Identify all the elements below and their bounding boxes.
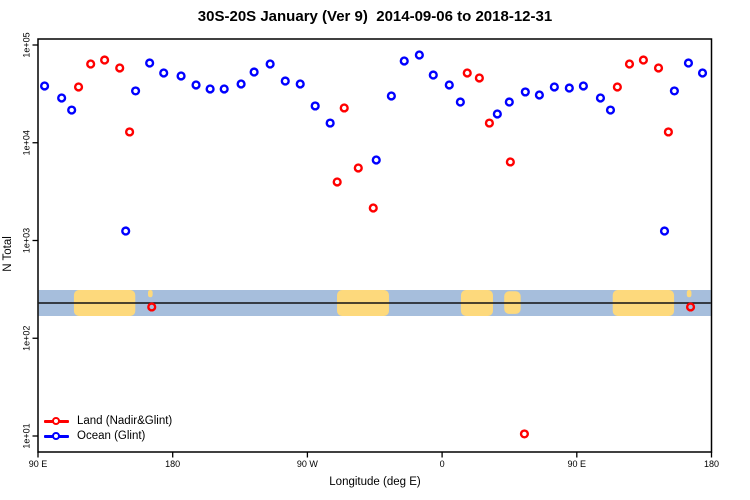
map-strip-land-new-caledonia (148, 290, 153, 298)
point-ocean (683, 58, 694, 68)
point-land (653, 63, 664, 73)
point-land (663, 127, 673, 137)
land-series-marker-icon (44, 416, 69, 427)
point-ocean (130, 86, 141, 96)
point-land (368, 203, 378, 213)
legend-label-ocean: Ocean (Glint) (77, 430, 146, 442)
point-ocean (520, 87, 530, 97)
point-ocean (191, 80, 201, 90)
legend-item-land: Land (Nadir&Glint) (44, 414, 172, 429)
y-tick-label: 1e+05 (21, 32, 31, 57)
y-tick-label: 1e+02 (21, 326, 31, 351)
point-ocean (578, 81, 588, 91)
point-ocean (176, 71, 186, 81)
y-tick-label: 1e+04 (21, 130, 31, 155)
point-ocean (386, 91, 396, 101)
point-land (353, 163, 363, 173)
point-land (519, 429, 530, 439)
point-ocean (325, 118, 335, 128)
y-axis-title: N Total (2, 236, 14, 272)
x-tick-label: 180 (704, 459, 719, 469)
point-ocean (39, 81, 50, 91)
point-ocean (455, 97, 465, 107)
point-land (339, 103, 349, 113)
legend-item-ocean: Ocean (Glint) (44, 429, 172, 444)
legend: Land (Nadir&Glint) Ocean (Glint) (44, 414, 172, 444)
point-ocean (280, 76, 290, 86)
plot-border (37, 38, 713, 453)
y-tick-label: 1e+03 (21, 228, 31, 253)
point-ocean (219, 84, 229, 94)
ocean-series-marker-icon (44, 431, 69, 442)
point-ocean (697, 68, 708, 78)
point-ocean (444, 80, 454, 90)
point-land (124, 127, 135, 137)
x-tick-label: 90 E (568, 459, 587, 469)
point-ocean (534, 90, 544, 100)
point-land (462, 68, 472, 78)
point-ocean (492, 109, 502, 119)
point-ocean (145, 58, 155, 68)
point-land (638, 55, 649, 65)
legend-label-land: Land (Nadir&Glint) (77, 415, 173, 427)
point-land (612, 82, 622, 92)
y-tick-label: 1e+01 (21, 423, 31, 448)
point-land (100, 55, 110, 65)
point-land (115, 63, 125, 73)
point-ocean (399, 56, 409, 66)
point-land (73, 82, 84, 92)
point-land (505, 157, 515, 167)
point-ocean (371, 155, 381, 165)
point-ocean (659, 226, 670, 236)
point-land (147, 302, 157, 312)
point-ocean (605, 105, 616, 115)
point-ocean (57, 93, 67, 103)
point-land (685, 302, 696, 312)
point-ocean (564, 83, 574, 93)
point-ocean (310, 101, 320, 111)
point-ocean (249, 67, 259, 77)
point-ocean (205, 84, 215, 94)
point-land (474, 73, 484, 83)
point-ocean (414, 50, 424, 60)
chart-title: 30S-20S January (Ver 9) 2014-09-06 to 20… (197, 8, 553, 25)
point-ocean (504, 97, 514, 107)
point-land (484, 118, 494, 128)
point-land (332, 177, 342, 187)
point-ocean (428, 70, 438, 80)
point-ocean (549, 82, 559, 92)
point-ocean (265, 59, 275, 69)
x-tick-label: 0 (440, 459, 445, 469)
x-tick-label: 90 E (29, 459, 48, 469)
x-tick-label: 180 (165, 459, 180, 469)
point-ocean (669, 86, 679, 96)
x-tick-label: 90 W (297, 459, 319, 469)
point-ocean (121, 226, 131, 236)
point-ocean (236, 79, 246, 89)
point-land (624, 59, 635, 69)
point-ocean (295, 79, 305, 89)
point-land (86, 59, 96, 69)
point-ocean (67, 105, 77, 115)
map-strip-land-new-caledonia (686, 290, 692, 298)
x-axis-title: Longitude (deg E) (329, 476, 421, 488)
point-ocean (159, 68, 169, 78)
point-ocean (595, 93, 606, 103)
